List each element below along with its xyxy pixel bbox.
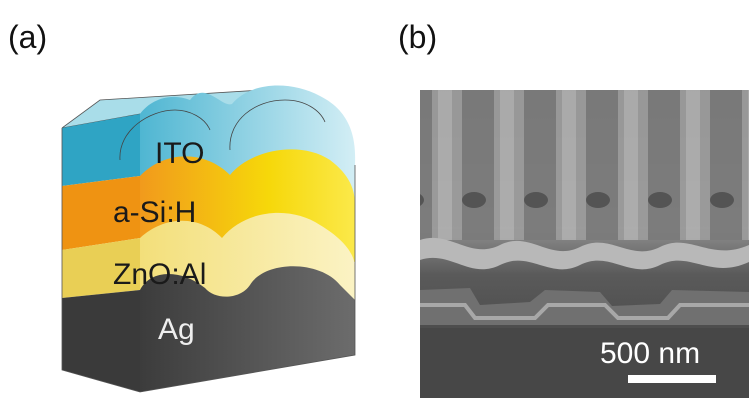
schematic: [62, 86, 355, 392]
scale-bar: [628, 375, 716, 383]
figure: (a) ITO a-Si:H ZnO:Al Ag (b) 500 nm: [0, 0, 749, 398]
panel-label: (b): [398, 19, 437, 55]
layer-label: ZnO:Al: [113, 258, 206, 291]
layer-label: a-Si:H: [113, 196, 196, 229]
panel-label: (a): [8, 19, 47, 55]
layer-label: Ag: [158, 313, 195, 346]
layer-label: ITO: [155, 137, 204, 170]
scale-bar-label: 500 nm: [600, 337, 700, 370]
